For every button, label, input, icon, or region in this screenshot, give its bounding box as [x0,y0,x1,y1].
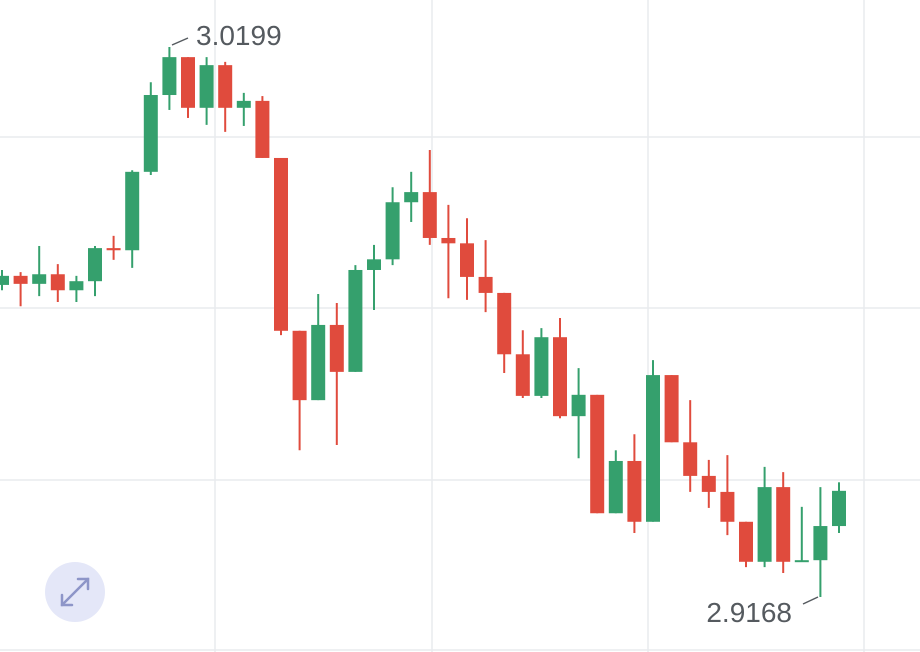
candle-body [13,275,28,284]
candle-body [125,171,140,251]
candle-body [181,57,195,108]
expand-button[interactable] [45,562,105,622]
candles [0,47,846,597]
high-label: 3.0199 [196,20,282,51]
annotation-leader [802,596,819,605]
candle-body [348,269,363,372]
annotation-leader [171,37,189,46]
candle-body [553,337,567,417]
candle-body [683,442,698,476]
candle-body [571,394,586,417]
candle-body [627,460,642,522]
candle-body [143,95,158,172]
candle-body [32,274,47,284]
candle-body [701,475,716,492]
candle-body [832,490,846,527]
candle-body [162,57,177,96]
candle-body [534,337,549,396]
candle-body [404,192,419,203]
candle-body [515,354,530,396]
candle-body [0,275,9,285]
candle-body [218,65,233,108]
candle-body [608,460,623,514]
candle-body [590,394,605,514]
candle-body [794,560,809,563]
candle-body [329,324,344,372]
candle-body [292,330,307,401]
candle-body [274,157,288,331]
candle-body [757,487,772,562]
candle-body [199,65,214,108]
candle-body [69,281,84,291]
candle-body [460,243,474,277]
candle-body [776,487,791,562]
candle-body [367,259,381,270]
candle-body [422,192,437,238]
candle-body [255,100,270,158]
candle-body [720,491,735,522]
candle-body [646,375,660,522]
candle-body [50,274,65,291]
candle-body [311,324,326,401]
candle-body [88,248,102,282]
candle-body [497,292,512,355]
candle-body [739,521,753,562]
candle-body [385,202,400,260]
expand-icon[interactable] [60,577,90,607]
candle-body [441,237,456,244]
candle-body [813,526,828,561]
low-label: 2.9168 [706,597,792,628]
candle-body [106,248,121,251]
candle-body [664,375,679,443]
candle-body [236,100,251,108]
candle-body [478,276,493,293]
